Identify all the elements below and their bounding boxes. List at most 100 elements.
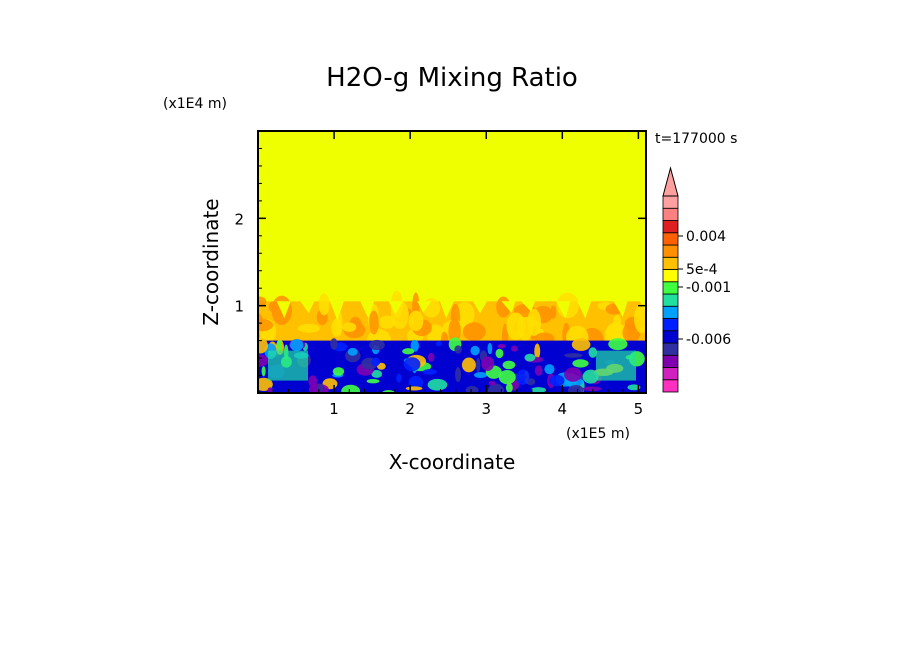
colorbar-swatch <box>662 342 679 356</box>
blue-layer-patch <box>516 369 530 385</box>
blue-layer-patch <box>427 378 448 391</box>
blue-layer-patch <box>347 347 358 356</box>
orange-layer-notch <box>501 301 516 314</box>
blue-layer-patch <box>470 345 480 356</box>
blue-layer-patch <box>369 339 385 351</box>
blue-layer-patch <box>487 383 505 393</box>
blue-layer-patch <box>422 369 437 375</box>
colorbar-swatch <box>662 220 679 234</box>
colorbar-label: 5e-4 <box>686 262 718 278</box>
blue-layer-patch <box>505 382 513 393</box>
blue-layer-patch <box>371 370 383 378</box>
blue-layer-patch <box>308 375 318 387</box>
orange-layer-notch <box>521 301 536 312</box>
orange-layer-notch <box>556 301 571 319</box>
blue-layer-patch <box>608 338 628 351</box>
orange-layer-patch <box>297 323 320 333</box>
orange-layer-notch <box>417 301 432 313</box>
blue-layer-patch <box>435 341 442 347</box>
orange-layer-notch <box>472 301 487 314</box>
orange-layer-patch <box>378 315 396 329</box>
orange-layer-notch <box>276 301 291 319</box>
blue-layer-patch <box>405 386 423 391</box>
orange-layer-patch <box>258 296 267 307</box>
y-axis: 12 <box>234 147 646 377</box>
x-tick-label: 2 <box>405 400 415 418</box>
blue-layer-edge-patch <box>596 350 636 381</box>
orange-layer-notch <box>577 301 592 319</box>
orange-layer-patch <box>606 323 627 341</box>
blue-layer-patch <box>428 352 435 362</box>
x-tick-label: 3 <box>481 400 491 418</box>
blue-layer-patch <box>473 372 488 378</box>
orange-layer-patch <box>369 310 379 335</box>
blue-boundary-layer <box>258 337 646 393</box>
blue-layer-patch <box>267 387 273 393</box>
blue-layer-patch <box>564 353 583 358</box>
blue-layer-patch <box>410 339 419 352</box>
orange-layer-patch <box>342 322 357 333</box>
orange-mixing-layer <box>258 290 646 353</box>
blue-layer-patch <box>627 384 641 391</box>
blue-layer-patch <box>534 365 543 376</box>
blue-layer-edge-patch <box>268 350 308 381</box>
blue-layer-patch <box>258 354 269 367</box>
blue-layer-patch <box>495 348 504 359</box>
y-axis-label: Z-coordinate <box>199 198 223 325</box>
blue-layer-patch <box>371 357 381 367</box>
blue-layer-patch <box>330 338 338 350</box>
colorbar-swatch <box>662 207 679 221</box>
colorbar-swatch <box>662 281 679 295</box>
colorbar-swatch <box>662 195 679 209</box>
orange-layer-patch <box>258 318 274 332</box>
colorbar-label: 0.004 <box>686 229 726 245</box>
blue-layer-patch <box>465 386 479 393</box>
blue-layer-patch <box>544 364 555 375</box>
blue-layer-patch <box>258 337 268 354</box>
colorbar-swatch <box>662 232 679 246</box>
orange-layer-patch <box>408 310 424 332</box>
x-scale-label: (x1E5 m) <box>566 426 630 442</box>
blue-layer-patch <box>332 367 345 376</box>
orange-layer-notch <box>300 301 315 314</box>
blue-layer-patch <box>261 366 266 377</box>
colorbar-swatch <box>662 305 679 319</box>
heatmap-field <box>258 131 646 393</box>
blue-layer-patch <box>316 383 324 392</box>
colorbar-swatch <box>662 244 679 258</box>
blue-layer-patch <box>488 380 496 386</box>
blue-layer-patch <box>502 360 516 370</box>
blue-layer-patch <box>408 375 424 390</box>
x-tick-label: 5 <box>634 400 644 418</box>
colorbar-swatch <box>662 269 679 283</box>
orange-layer-patch <box>448 318 461 344</box>
chart-title: H2O-g Mixing Ratio <box>326 63 578 93</box>
blue-layer-patch <box>475 358 481 373</box>
orange-layer-patch <box>527 308 542 336</box>
x-axis-label: X-coordinate <box>389 450 516 474</box>
blue-layer-patch <box>567 384 584 393</box>
blue-layer-patch <box>454 345 462 354</box>
colorbar-label: -0.006 <box>686 332 731 348</box>
blue-layer-patch <box>487 342 493 355</box>
blue-layer-patch <box>534 343 541 359</box>
orange-layer-notch <box>329 301 344 321</box>
blue-layer-patch <box>498 369 516 385</box>
plot-frame <box>257 130 647 394</box>
x-axis: 1 2 3 4 5 <box>272 131 644 418</box>
colorbar-swatch <box>662 330 679 344</box>
blue-layer-patch <box>530 387 546 393</box>
blue-layer-patch <box>571 338 591 351</box>
blue-layer-patch <box>290 339 304 352</box>
orange-layer-patch <box>506 312 526 340</box>
orange-layer-notch <box>360 301 375 319</box>
x-tick-label: 1 <box>329 400 339 418</box>
y-tick-label: 1 <box>234 298 244 316</box>
x-tick-label: 4 <box>558 400 568 418</box>
orange-layer-patch <box>331 318 342 337</box>
time-label: t=177000 s <box>655 131 737 147</box>
colorbar: 0.004 5e-4 -0.001 -0.006 <box>662 166 731 393</box>
blue-layer-patch <box>481 356 495 371</box>
upper-layer-region <box>258 131 646 311</box>
